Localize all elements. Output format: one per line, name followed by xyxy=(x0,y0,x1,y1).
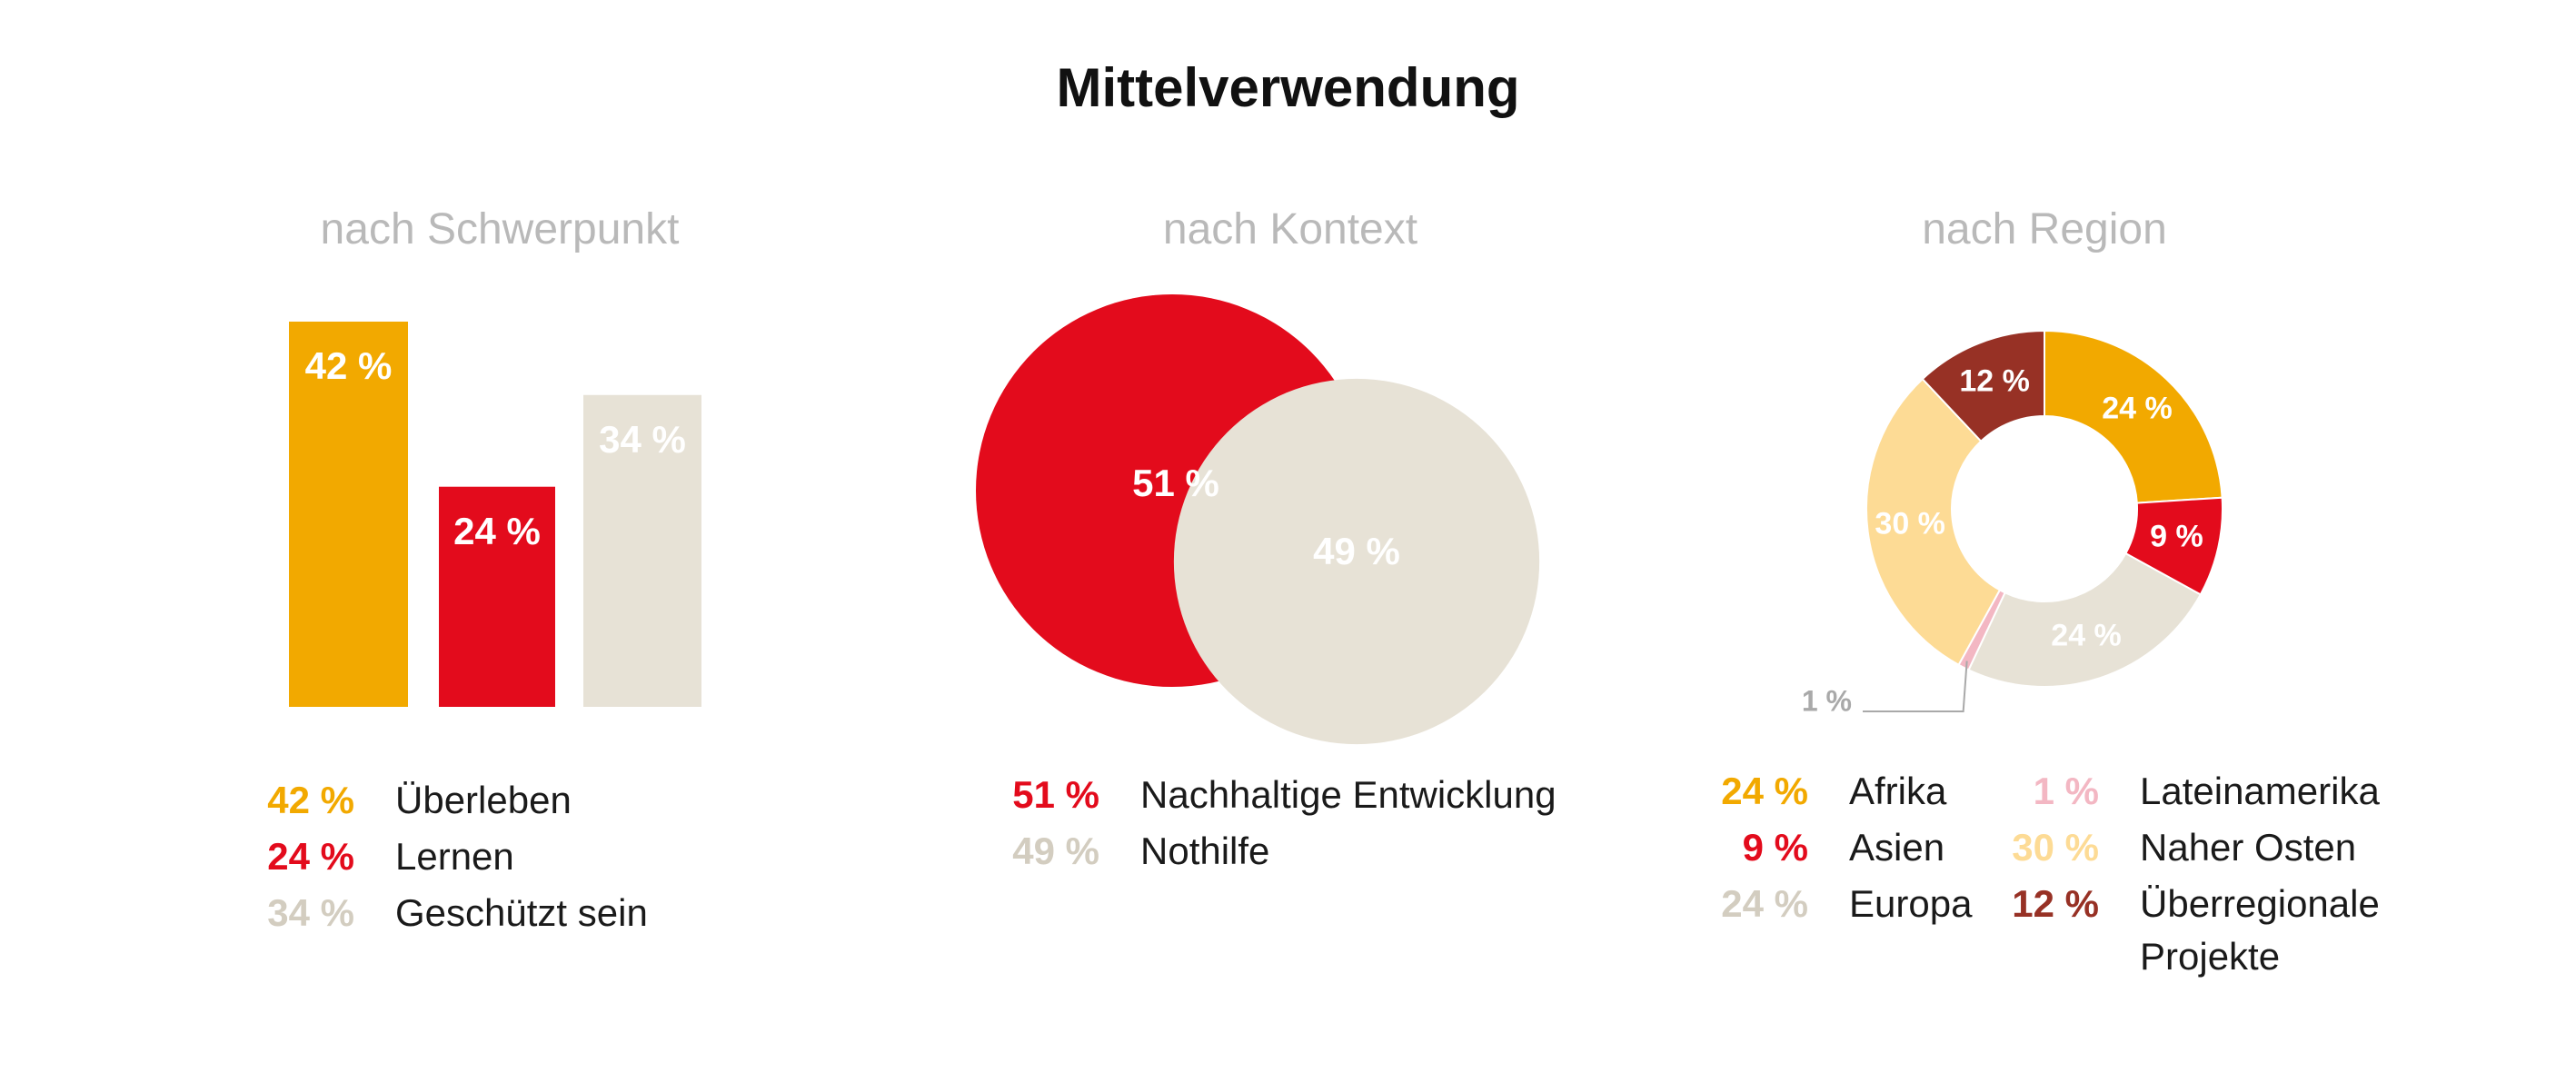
donut-label-3: 24 % xyxy=(2051,619,2122,653)
legend-kontext-label: Nothilfe xyxy=(1140,830,1270,872)
legend-kontext-value: 49 % xyxy=(1012,830,1099,872)
legend-region-right-label: Überregionale xyxy=(2140,882,2380,925)
donut-slice-1 xyxy=(2044,329,2223,504)
legend-schwerpunkt-value: 42 % xyxy=(267,779,354,821)
bubble-label-2: 49 % xyxy=(1313,530,1400,572)
donut-slice-5 xyxy=(1865,377,2002,667)
bar-3 xyxy=(583,394,701,707)
legend-region-right-label: Naher Osten xyxy=(2140,826,2357,869)
donut-label-2: 9 % xyxy=(2150,519,2203,553)
legend-region-left-label: Asien xyxy=(1849,826,1945,869)
legend-region-left-value: 24 % xyxy=(1721,882,1808,925)
subtitle-region: nach Region xyxy=(1922,205,2167,253)
donut-label-5: 30 % xyxy=(1875,507,1945,541)
legend-kontext-value: 51 % xyxy=(1012,773,1099,816)
legend-schwerpunkt-value: 34 % xyxy=(267,891,354,934)
legend-schwerpunkt-label: Überleben xyxy=(395,779,572,821)
bar-label-3: 34 % xyxy=(599,418,686,461)
legend-kontext-label: Nachhaltige Entwicklung xyxy=(1140,773,1557,816)
bar-2 xyxy=(439,486,555,707)
bubble-2 xyxy=(1173,378,1540,745)
bar-label-1: 42 % xyxy=(305,344,393,387)
legend-schwerpunkt-label: Lernen xyxy=(395,835,514,878)
subtitle-kontext: nach Kontext xyxy=(1162,205,1418,253)
legend-region-right-label-line2: Projekte xyxy=(2140,935,2281,978)
legend-region-right-label: Lateinamerika xyxy=(2140,770,2380,812)
legend-region-left-value: 24 % xyxy=(1721,770,1808,812)
bar-1 xyxy=(289,322,408,707)
callout-line xyxy=(1863,661,1968,712)
legend-region-right-value: 30 % xyxy=(2012,826,2099,869)
bar-label-2: 24 % xyxy=(453,510,541,552)
legend-region-right-value: 12 % xyxy=(2012,882,2099,925)
donut-label-1: 24 % xyxy=(2102,391,2173,425)
callout-label: 1 % xyxy=(1802,684,1852,717)
bubble-label-1: 51 % xyxy=(1132,462,1219,504)
donut-slice-3 xyxy=(1967,551,2203,688)
legend-schwerpunkt-value: 24 % xyxy=(267,835,354,878)
legend-region-right-value: 1 % xyxy=(2033,770,2099,812)
legend-schwerpunkt-label: Geschützt sein xyxy=(395,891,648,934)
donut-slice-6 xyxy=(1921,329,2045,443)
legend-region-left-label: Afrika xyxy=(1849,770,1947,812)
subtitle-schwerpunkt: nach Schwerpunkt xyxy=(320,205,680,253)
legend-region-left-value: 9 % xyxy=(1742,826,1808,869)
page-title: Mittelverwendung xyxy=(1056,57,1520,118)
legend-region-left-label: Europa xyxy=(1849,882,1973,925)
donut-label-6: 12 % xyxy=(1959,363,2030,398)
